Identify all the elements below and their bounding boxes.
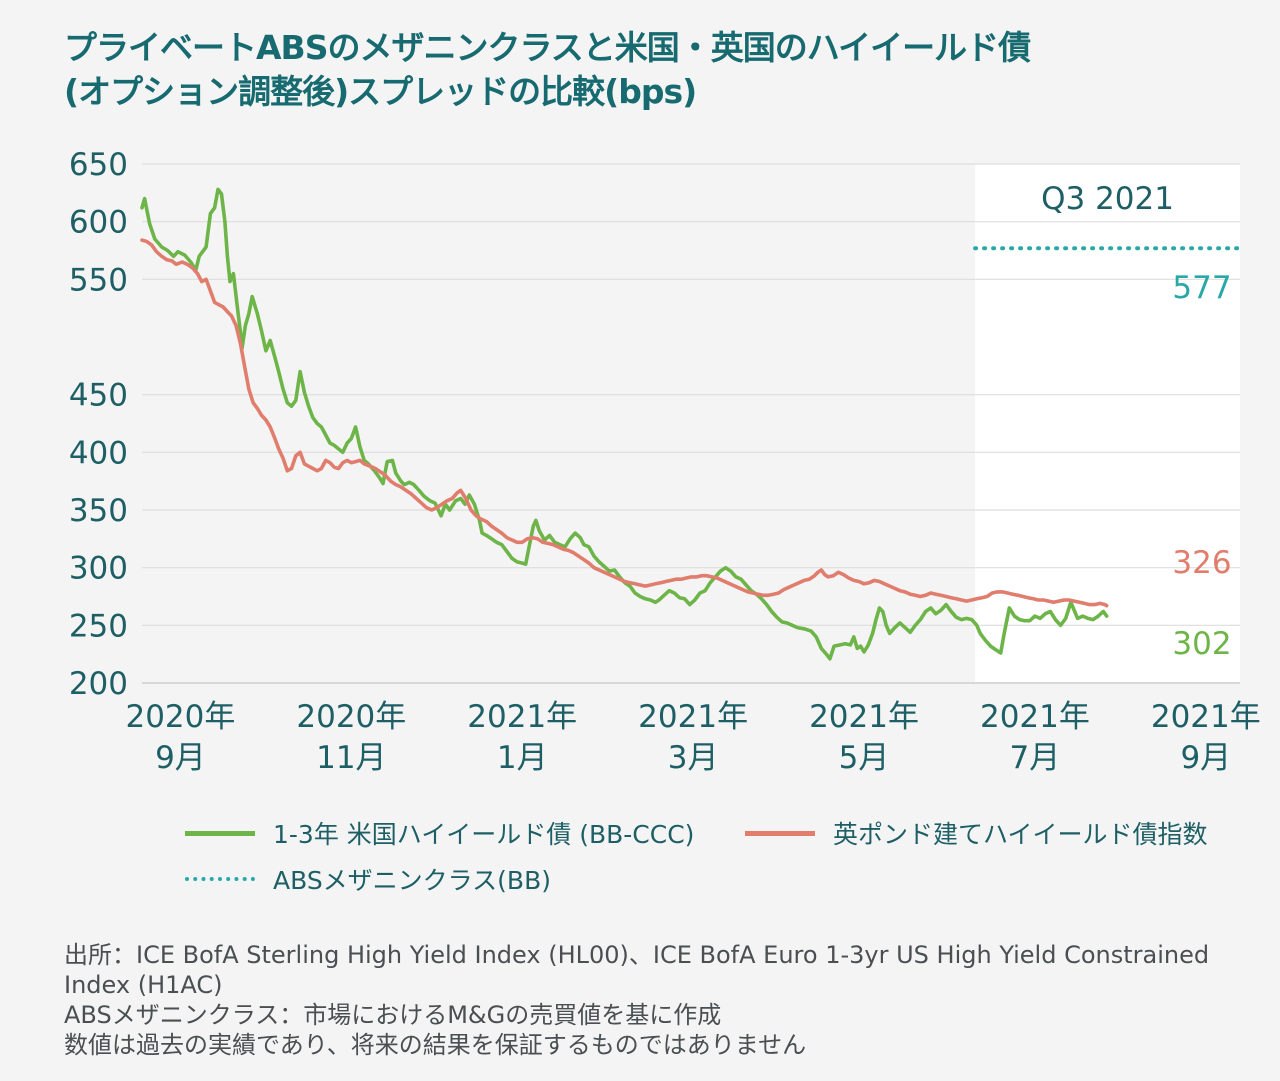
legend-item-gbp-high-yield: 英ポンド建てハイイールド債指数: [745, 815, 1208, 851]
legend-swatch-green: [185, 830, 255, 836]
x-tick-label-month: 3月: [668, 740, 719, 776]
series-end-label-1: 302: [1172, 626, 1231, 662]
x-tick-label-year: 2020年: [296, 699, 406, 735]
y-tick-label: 250: [69, 608, 128, 644]
source-notes: 出所：ICE BofA Sterling High Yield Index (H…: [64, 940, 1234, 1060]
x-tick-label-year: 2021年: [638, 699, 748, 735]
legend-item-abs-mezzanine: ABSメザニンクラス(BB): [185, 861, 551, 897]
legend-label-gbp-high-yield: 英ポンド建てハイイールド債指数: [833, 820, 1208, 849]
series-end-label-3: 577: [1172, 270, 1231, 306]
q3-label: Q3 2021: [1041, 181, 1174, 217]
legend-label-us-high-yield: 1-3年 米国ハイイールド債 (BB-CCC): [273, 820, 695, 849]
legend-item-us-high-yield: 1-3年 米国ハイイールド債 (BB-CCC): [185, 815, 694, 851]
y-tick-label: 300: [69, 551, 128, 587]
x-tick-label-year: 2020年: [125, 699, 235, 735]
y-tick-label: 450: [69, 378, 128, 414]
x-tick-label-month: 9月: [1180, 740, 1231, 776]
legend-swatch-teal-dotted: [185, 877, 255, 881]
series-line-1: [140, 187, 1109, 661]
legend-swatch-red: [745, 830, 815, 836]
x-tick-label-month: 9月: [155, 740, 206, 776]
source-line-1: 出所：ICE BofA Sterling High Yield Index (H…: [64, 941, 1210, 999]
x-tick-label-year: 2021年: [980, 699, 1090, 735]
x-tick-label-year: 2021年: [809, 699, 919, 735]
y-tick-label: 600: [69, 205, 128, 241]
legend-label-abs-mezzanine: ABSメザニンクラス(BB): [273, 866, 551, 895]
x-tick-label-month: 5月: [839, 740, 890, 776]
y-tick-label: 350: [69, 493, 128, 529]
x-tick-label-year: 2021年: [1151, 699, 1261, 735]
x-tick-label-year: 2021年: [467, 699, 577, 735]
source-line-3: 数値は過去の実績であり、将来の結果を保証するものではありません: [64, 1031, 807, 1059]
x-tick-label-month: 1月: [497, 740, 548, 776]
x-tick-label-month: 7月: [1010, 740, 1061, 776]
y-tick-label: 650: [69, 147, 128, 183]
series-line-2: [140, 238, 1109, 608]
y-tick-label: 200: [69, 666, 128, 702]
chart-title-line-2: (オプション調整後)スプレッドの比較(bps): [64, 72, 697, 111]
source-line-2: ABSメザニンクラス：市場におけるM&Gの売買値を基に作成: [64, 1001, 722, 1029]
chart-title-line-1: プライベートABSのメザニンクラスと米国・英国のハイイールド債: [64, 28, 1031, 67]
y-tick-label: 400: [69, 435, 128, 471]
x-tick-label-month: 11月: [316, 740, 386, 776]
chart-title: プライベートABSのメザニンクラスと米国・英国のハイイールド債 (オプション調整…: [64, 26, 1214, 114]
series-end-label-2: 326: [1172, 545, 1231, 581]
y-tick-label: 550: [69, 262, 128, 298]
